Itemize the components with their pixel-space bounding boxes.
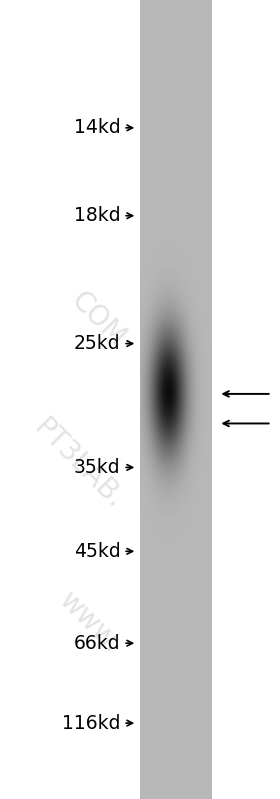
Text: 45kd: 45kd	[74, 542, 120, 561]
Text: 25kd: 25kd	[74, 334, 120, 353]
Text: COM: COM	[65, 287, 131, 352]
Text: 35kd: 35kd	[74, 458, 120, 477]
Text: www.: www.	[53, 587, 126, 659]
Text: 116kd: 116kd	[62, 714, 120, 733]
Text: PT3LAB.: PT3LAB.	[28, 413, 129, 514]
Text: 18kd: 18kd	[74, 206, 120, 225]
Text: 14kd: 14kd	[74, 118, 120, 137]
Text: 66kd: 66kd	[74, 634, 120, 653]
